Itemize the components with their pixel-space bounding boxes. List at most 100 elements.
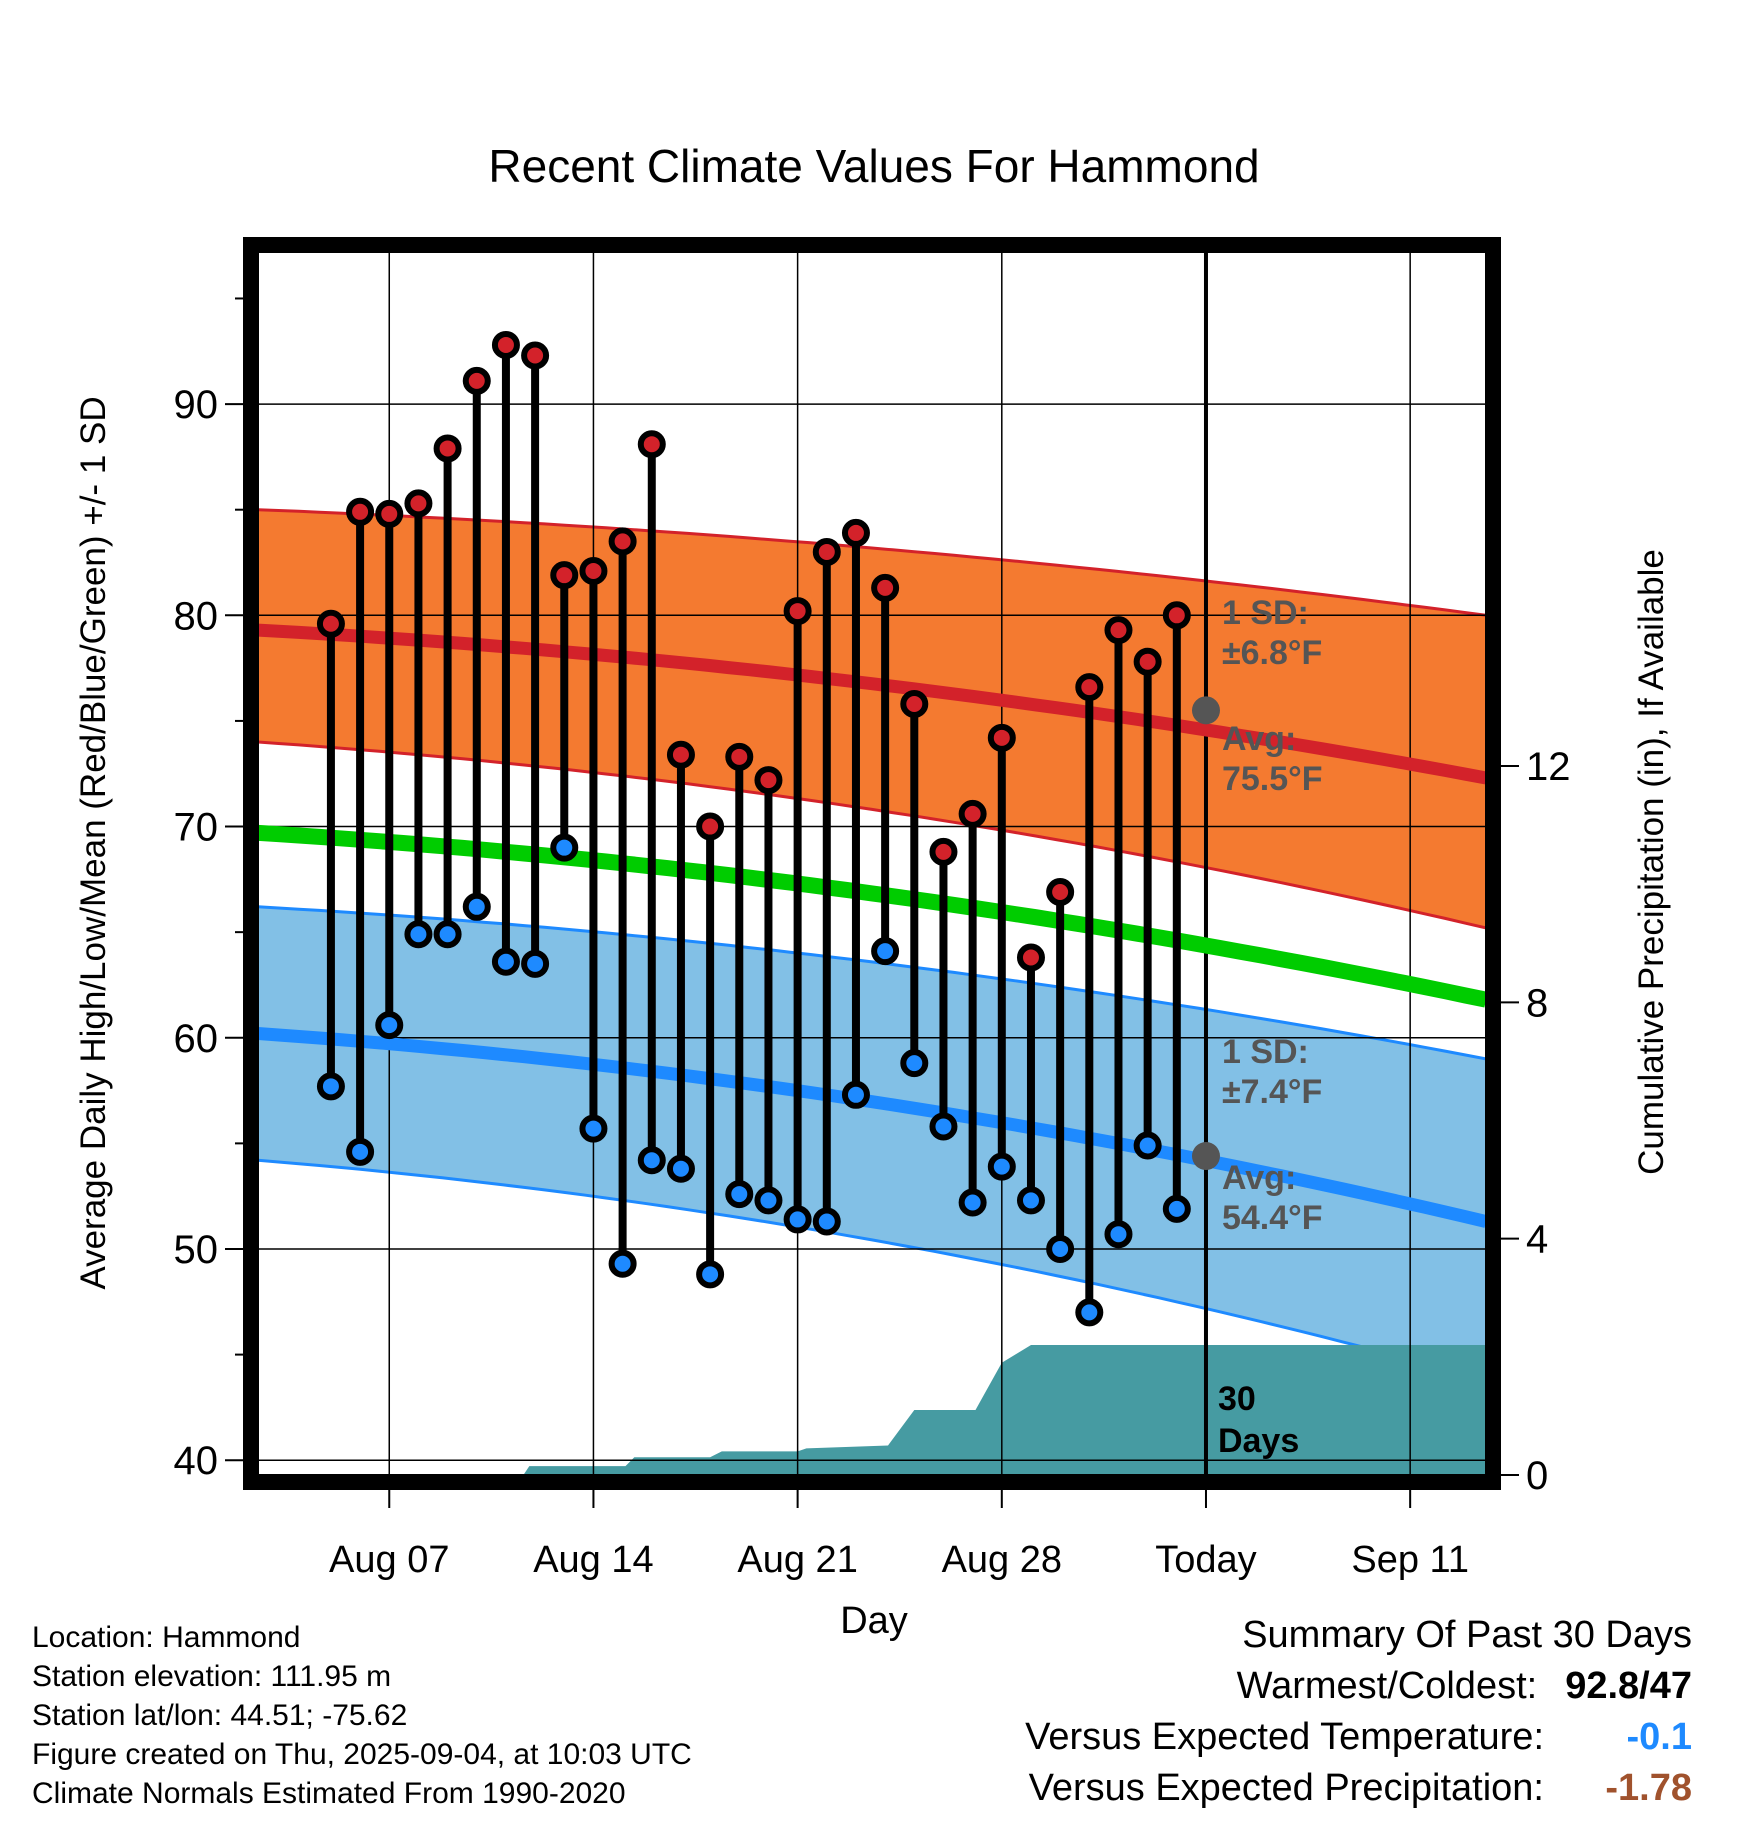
high-temp-point	[316, 609, 345, 638]
x-tick-label: Sep 11	[1351, 1539, 1469, 1581]
y-tick-label: 50	[174, 1228, 219, 1272]
high-temp-point	[1162, 601, 1191, 630]
high-temp-point	[900, 690, 929, 719]
today-avg-low-marker	[1191, 1142, 1220, 1171]
low-temp-point	[666, 1154, 695, 1183]
high-temp-point	[666, 740, 695, 769]
high-sd-value: ±6.8°F	[1222, 634, 1322, 672]
high-temp-point	[346, 497, 375, 526]
summary-title-row: Summary Of Past 30 Days	[1025, 1614, 1692, 1665]
high-temp-point	[754, 766, 783, 795]
x-axis-label: Day	[840, 1600, 908, 1642]
low-temp-point	[1162, 1194, 1191, 1223]
y2-axis-label: Cumulative Precipitation (in), If Availa…	[1632, 549, 1671, 1175]
low-temp-point	[1046, 1234, 1075, 1263]
low-temp-point	[491, 947, 520, 976]
temp-value: -0.1	[1626, 1716, 1692, 1758]
y2-tick-label: 0	[1526, 1454, 1548, 1498]
low-temp-point	[1133, 1131, 1162, 1160]
high-temp-point	[1016, 943, 1045, 972]
precip-period-label-days: Days	[1218, 1422, 1299, 1460]
high-sd-band	[258, 509, 1486, 928]
low-temp-point	[462, 892, 491, 921]
y-tick-label: 90	[174, 383, 219, 427]
low-avg-label: Avg:	[1222, 1159, 1296, 1197]
high-temp-point	[1104, 616, 1133, 645]
precip-period-label: 30	[1218, 1380, 1256, 1418]
low-band-lower-edge	[258, 1158, 1486, 1382]
y-axis-label: Average Daily High/Low/Mean (Red/Blue/Gr…	[74, 396, 113, 1289]
summary-panel: Summary Of Past 30 Days Warmest/Coldest:…	[1025, 1614, 1692, 1818]
high-temp-point	[491, 330, 520, 359]
high-temp-point	[462, 366, 491, 395]
high-avg-value: 75.5°F	[1222, 760, 1323, 798]
low-temp-point	[871, 937, 900, 966]
today-avg-high-marker	[1191, 696, 1220, 725]
elevation-text: Station elevation: 111.95 m	[32, 1660, 392, 1693]
x-tick-label: Aug 07	[329, 1539, 449, 1581]
y-tick-label: 60	[174, 1017, 219, 1061]
high-temp-point	[812, 537, 841, 566]
high-temp-point	[579, 556, 608, 585]
low-temp-point	[550, 833, 579, 862]
y2-tick-label: 8	[1526, 981, 1548, 1025]
low-temp-point	[637, 1146, 666, 1175]
temp-row: Versus Expected Temperature: -0.1	[1025, 1716, 1692, 1767]
high-temp-point	[375, 499, 404, 528]
avg-mean-line	[258, 824, 1486, 1008]
y-tick-label: 40	[174, 1439, 219, 1483]
low-temp-point	[579, 1114, 608, 1143]
low-temp-point	[375, 1011, 404, 1040]
location-text: Location: Hammond	[32, 1621, 301, 1654]
high-temp-point	[521, 341, 550, 370]
high-sd-label: 1 SD:	[1222, 594, 1309, 632]
high-temp-point	[958, 799, 987, 828]
high-band-upper-edge	[258, 508, 1486, 617]
low-temp-point	[608, 1249, 637, 1278]
high-temp-point	[871, 573, 900, 602]
high-temp-point	[433, 434, 462, 463]
precip-value: -1.78	[1605, 1767, 1692, 1809]
high-temp-point	[783, 597, 812, 626]
low-temp-point	[346, 1137, 375, 1166]
high-temp-point	[404, 489, 433, 518]
high-temp-point	[696, 812, 725, 841]
low-band-upper-edge	[258, 905, 1486, 1061]
high-avg-label: Avg:	[1222, 720, 1296, 758]
avg-high-line	[258, 623, 1486, 785]
low-temp-point	[725, 1180, 754, 1209]
high-temp-point	[608, 527, 637, 556]
low-temp-point	[783, 1205, 812, 1234]
high-temp-point	[1046, 878, 1075, 907]
plot-frame	[243, 237, 1501, 1490]
cumulative-precip-area	[258, 1345, 1486, 1475]
x-tick-label: Aug 28	[942, 1539, 1062, 1581]
low-temp-point	[696, 1260, 725, 1289]
high-temp-point	[1075, 673, 1104, 702]
y2-tick-label: 4	[1526, 1218, 1548, 1262]
x-tick-label: Aug 14	[533, 1539, 653, 1581]
high-temp-point	[929, 837, 958, 866]
low-temp-point	[754, 1186, 783, 1215]
station-info: Location: Hammond Station elevation: 111…	[32, 1618, 692, 1813]
precip-label: Versus Expected Precipitation:	[1028, 1767, 1544, 1809]
low-temp-point	[812, 1207, 841, 1236]
low-temp-point	[404, 920, 433, 949]
low-avg-value: 54.4°F	[1222, 1199, 1323, 1237]
low-temp-point	[1104, 1220, 1133, 1249]
x-tick-label: Aug 21	[737, 1539, 857, 1581]
chart-title: Recent Climate Values For Hammond	[488, 140, 1259, 192]
precip-row: Versus Expected Precipitation: -1.78	[1025, 1767, 1692, 1818]
low-temp-point	[1075, 1298, 1104, 1327]
low-temp-point	[841, 1080, 870, 1109]
high-temp-point	[1133, 647, 1162, 676]
low-temp-point	[958, 1188, 987, 1217]
high-temp-point	[550, 561, 579, 590]
low-temp-point	[929, 1112, 958, 1141]
low-temp-point	[900, 1049, 929, 1078]
high-temp-point	[841, 518, 870, 547]
avg-low-line	[258, 1027, 1486, 1228]
y-tick-label: 70	[174, 806, 219, 850]
low-temp-point	[316, 1072, 345, 1101]
